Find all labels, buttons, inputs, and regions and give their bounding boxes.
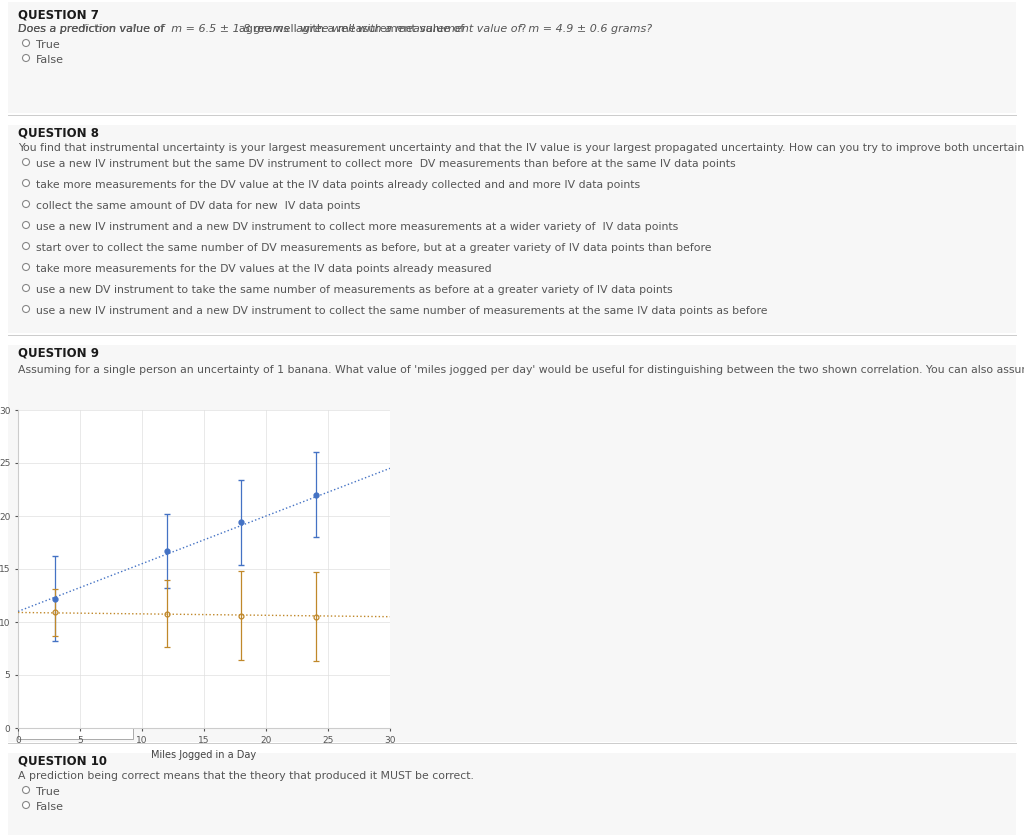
- Bar: [8, 345, 1016, 742]
- Circle shape: [23, 242, 30, 250]
- Bar: [8, 2, 1016, 113]
- Text: QUESTION 9: QUESTION 9: [18, 347, 99, 360]
- Circle shape: [23, 787, 30, 793]
- Text: A prediction being correct means that the theory that produced it MUST be correc: A prediction being correct means that th…: [18, 771, 474, 781]
- Text: collect the same amount of DV data for new  IV data points: collect the same amount of DV data for n…: [36, 201, 360, 211]
- Circle shape: [23, 802, 30, 808]
- Text: False: False: [36, 55, 63, 65]
- Text: QUESTION 7: QUESTION 7: [18, 8, 99, 21]
- Text: use a new IV instrument and a new DV instrument to collect more measurements at : use a new IV instrument and a new DV ins…: [36, 222, 678, 232]
- X-axis label: Miles Jogged in a Day: Miles Jogged in a Day: [152, 750, 257, 760]
- Text: use a new DV instrument to take the same number of measurements as before at a g: use a new DV instrument to take the same…: [36, 285, 673, 295]
- Circle shape: [23, 221, 30, 229]
- Circle shape: [23, 39, 30, 47]
- Text: use a new IV instrument and a new DV instrument to collect the same number of me: use a new IV instrument and a new DV ins…: [36, 306, 768, 316]
- Circle shape: [23, 264, 30, 271]
- Bar: [8, 753, 1016, 835]
- Text: Does a prediction value of  m = 6.5 ± 1.8 grams  agree well with a measurement v: Does a prediction value of m = 6.5 ± 1.8…: [18, 24, 652, 34]
- Circle shape: [23, 200, 30, 208]
- Text: True: True: [36, 787, 59, 797]
- Text: take more measurements for the DV values at the IV data points already measured: take more measurements for the DV values…: [36, 264, 492, 274]
- Text: use a new IV instrument but the same DV instrument to collect more  DV measureme: use a new IV instrument but the same DV …: [36, 159, 735, 169]
- Circle shape: [23, 180, 30, 186]
- Text: Assuming for a single person an uncertainty of 1 banana. What value of 'miles jo: Assuming for a single person an uncertai…: [18, 365, 1024, 375]
- Bar: [18, 727, 133, 739]
- Text: start over to collect the same number of DV measurements as before, but at a gre: start over to collect the same number of…: [36, 243, 712, 253]
- Text: Does a prediction value of                               agree well with a measu: Does a prediction value of agree well wi…: [18, 24, 526, 34]
- Text: QUESTION 8: QUESTION 8: [18, 127, 99, 140]
- Circle shape: [23, 159, 30, 165]
- Circle shape: [23, 306, 30, 312]
- Text: True: True: [36, 40, 59, 50]
- Text: You find that instrumental uncertainty is your largest measurement uncertainty a: You find that instrumental uncertainty i…: [18, 143, 1024, 153]
- Bar: [8, 125, 1016, 333]
- Circle shape: [23, 54, 30, 62]
- Text: False: False: [36, 802, 63, 812]
- Circle shape: [23, 285, 30, 291]
- Text: QUESTION 10: QUESTION 10: [18, 755, 106, 768]
- Text: take more measurements for the DV value at the IV data points already collected : take more measurements for the DV value …: [36, 180, 640, 190]
